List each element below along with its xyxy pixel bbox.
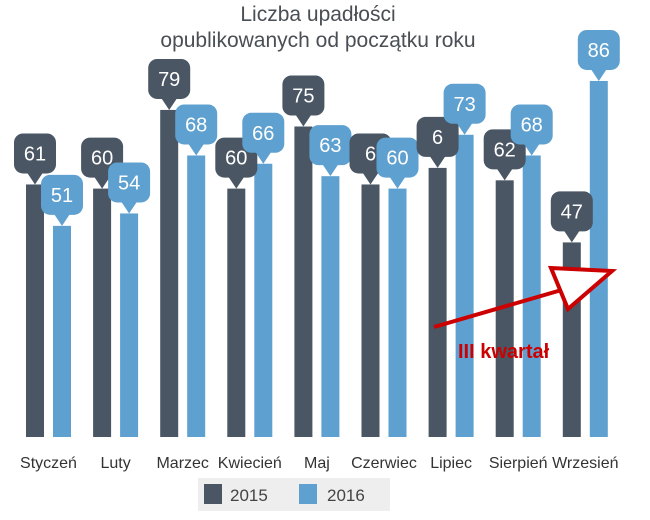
data-label: 61: [24, 143, 46, 165]
category-label: Sierpień: [489, 455, 548, 472]
data-label-bubble: [376, 137, 419, 178]
data-label: 73: [453, 94, 475, 116]
data-label: 68: [521, 114, 543, 136]
bar-2015: [294, 126, 313, 437]
data-label-pointer: [523, 143, 540, 156]
data-label: 54: [118, 172, 140, 194]
data-label-pointer: [295, 114, 312, 127]
data-label-bubble: [41, 174, 83, 215]
data-label-pointer: [322, 164, 339, 177]
data-label-pointer: [456, 122, 473, 135]
data-label: 79: [158, 69, 180, 91]
bar-2015: [428, 167, 447, 437]
data-label: 47: [561, 201, 583, 223]
category-label: Lipiec: [430, 455, 472, 472]
bar-2015: [227, 188, 246, 437]
data-label-pointer: [496, 168, 513, 181]
bar-2016: [455, 134, 474, 437]
bar-2016: [522, 155, 541, 438]
data-label: 6: [365, 143, 376, 165]
data-label-pointer: [255, 151, 272, 164]
data-label: 63: [319, 135, 341, 157]
category-label: Styczeń: [20, 455, 77, 472]
bar-2016: [321, 176, 340, 437]
data-label: 51: [51, 185, 73, 207]
bar-2016: [254, 163, 273, 437]
bar-2015: [361, 184, 380, 437]
data-label-pointer: [161, 97, 178, 110]
category-label: Luty: [100, 455, 130, 472]
category-label: Kwiecień: [218, 455, 282, 472]
data-label-pointer: [563, 230, 580, 243]
data-label: 75: [292, 86, 314, 108]
annotation-label: III kwartał: [458, 341, 550, 363]
data-label-pointer: [389, 176, 406, 189]
data-label-bubble: [309, 125, 352, 166]
data-label-pointer: [54, 213, 70, 226]
chart-title-line-2: opublikowanych od początku roku: [160, 29, 475, 52]
data-label: 66: [252, 123, 274, 145]
data-label: 6: [432, 127, 443, 149]
data-label-bubble: [148, 58, 191, 99]
legend-box: [198, 478, 390, 511]
bars-layer: [26, 80, 608, 438]
data-label-bubble: [577, 29, 620, 70]
bar-2015: [26, 184, 44, 437]
data-label-pointer: [94, 176, 111, 189]
category-label: Czerwiec: [351, 455, 417, 472]
data-label: 60: [386, 148, 408, 170]
legend: 2015 2016: [198, 478, 390, 511]
chart-title-line-1: Liczba upadłości: [240, 3, 395, 26]
bar-2016: [187, 155, 206, 438]
bar-2016: [589, 80, 608, 438]
data-label-bubble: [510, 104, 553, 145]
bar-2016: [120, 213, 139, 437]
data-label-pointer: [121, 201, 138, 214]
data-label-bubble: [108, 162, 151, 203]
category-labels-layer: Styczeń Luty Marzec Kwiecień Maj Czerwiec Lipi…: [20, 455, 618, 472]
category-label: Maj: [304, 455, 330, 472]
category-label: Marzec: [156, 455, 208, 472]
legend-swatch-2016: [299, 484, 317, 504]
bar-2016: [388, 188, 407, 437]
bar-2015: [495, 180, 514, 437]
data-label-bubble: [416, 116, 459, 157]
legend-swatch-2015: [204, 484, 222, 504]
data-label: 68: [185, 114, 207, 136]
data-label-pointer: [27, 172, 43, 185]
annotation-layer: III kwartał: [433, 265, 618, 363]
data-label-bubble: [242, 112, 285, 153]
data-label-bubble: [443, 83, 486, 124]
data-label: 86: [588, 40, 610, 62]
data-label-pointer: [590, 68, 607, 81]
data-label-pointer: [228, 176, 245, 189]
data-label-bubble: [175, 104, 218, 145]
data-label-bubble: [550, 191, 593, 232]
data-label: 62: [494, 139, 516, 161]
data-label-pointer: [188, 143, 205, 156]
legend-label-2015: 2015: [230, 486, 268, 505]
annotation-arrow-shaft: [433, 287, 566, 329]
bar-2016: [53, 225, 71, 437]
data-label-bubble: [14, 133, 56, 174]
data-label-bubble: [282, 75, 325, 116]
bar-2015: [93, 188, 112, 437]
data-label-pointer: [429, 155, 446, 168]
data-label: 60: [225, 148, 247, 170]
legend-label-2016: 2016: [327, 486, 365, 505]
bar-2015: [160, 109, 179, 437]
category-label: Wrzesień: [552, 455, 618, 472]
data-label: 60: [91, 148, 113, 170]
annotation-arrow-head: [547, 265, 618, 313]
data-label-pointer: [362, 172, 379, 185]
